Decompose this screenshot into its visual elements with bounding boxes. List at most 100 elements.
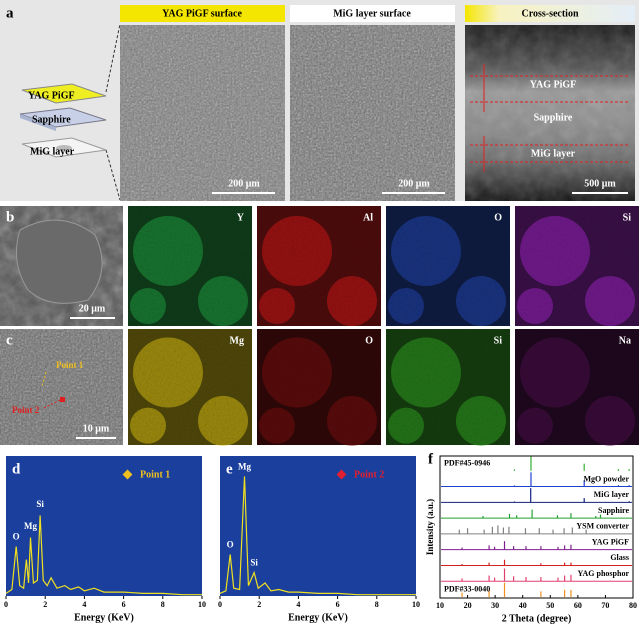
pattern-label: PDF#45-0946 <box>444 459 490 468</box>
map-element: Y <box>237 212 245 223</box>
map-element: Si <box>623 212 632 223</box>
map-element: Mg <box>230 335 244 346</box>
scale-label: 200 μm <box>228 178 260 189</box>
map-element: Si <box>494 335 503 346</box>
peak-label: Mg <box>238 461 251 471</box>
pattern-label: MgO powder <box>583 474 629 483</box>
image-header: Cross-section <box>521 8 578 19</box>
x-tick-label: 6 <box>336 600 340 609</box>
x-tick-label: 80 <box>629 601 637 610</box>
layer-label: Sapphire <box>534 112 573 123</box>
point-arrow <box>41 371 47 387</box>
peak-label: Si <box>36 499 44 509</box>
map-texture <box>128 329 252 445</box>
pattern-label: Glass <box>610 553 629 562</box>
image-header: YAG PiGF surface <box>162 8 242 19</box>
x-tick-label: 10 <box>198 600 206 609</box>
x-tick-label: 4 <box>82 600 86 609</box>
x-tick-label: 6 <box>122 600 126 609</box>
x-axis-label: Energy (KeV) <box>74 612 134 623</box>
x-tick-label: 20 <box>464 601 472 610</box>
zoom-line <box>105 149 121 201</box>
x-tick-label: 2 <box>43 600 47 609</box>
zoom-line <box>105 23 121 93</box>
legend-label: Point 1 <box>140 469 170 480</box>
peak-label: Mg <box>24 521 37 531</box>
map-element: O <box>494 212 502 223</box>
sem-texture <box>465 25 635 201</box>
panel-label: c <box>6 332 13 348</box>
plot-bg <box>6 456 202 596</box>
pattern-label: PDF#33-0040 <box>444 585 490 594</box>
x-tick-label: 2 <box>257 600 261 609</box>
panel-label: b <box>6 209 14 225</box>
thickness-markers <box>470 64 630 172</box>
spectrum-line <box>5 515 202 596</box>
plot-bg <box>220 456 416 596</box>
map-texture <box>257 329 381 445</box>
panel-label: d <box>12 461 21 477</box>
x-tick-label: 10 <box>412 600 420 609</box>
scale-label: 500 μm <box>584 178 616 189</box>
schematic-label: YAG PiGF <box>28 90 75 101</box>
x-tick-label: 40 <box>519 601 527 610</box>
scale-label: 10 μm <box>83 423 110 434</box>
x-tick-label: 0 <box>218 600 222 609</box>
point-label: Point 2 <box>12 405 40 415</box>
pattern-label: MiG layer <box>594 490 630 499</box>
sem-texture <box>120 25 285 201</box>
map-texture <box>515 329 639 445</box>
map-element: Al <box>363 212 373 223</box>
point-label: Point 1 <box>56 360 84 370</box>
particle <box>15 219 103 304</box>
point-arrow <box>43 399 61 409</box>
map-texture <box>515 206 639 326</box>
pattern-label: Sapphire <box>598 506 629 515</box>
point-marker <box>60 397 65 402</box>
pattern-label: YAG PiGF <box>592 537 629 546</box>
image-header: MiG layer surface <box>333 8 411 19</box>
header-bg <box>465 5 635 22</box>
map-texture <box>386 329 510 445</box>
pattern-label: YSM converter <box>576 522 629 531</box>
layer-label: MiG layer <box>531 148 576 159</box>
x-tick-label: 70 <box>601 601 609 610</box>
x-tick-label: 4 <box>296 600 300 609</box>
x-axis-label: Energy (KeV) <box>288 612 348 623</box>
y-axis-label: Intensity (a.u.) <box>425 499 435 555</box>
scale-label: 20 μm <box>79 303 106 314</box>
panel-label: e <box>226 461 233 477</box>
peak-label: O <box>13 531 20 541</box>
spectrum-line <box>219 476 416 596</box>
header-bg <box>120 5 285 22</box>
plot-frame <box>439 455 634 599</box>
x-tick-label: 60 <box>574 601 582 610</box>
map-texture <box>128 206 252 326</box>
peak-label: O <box>227 539 234 549</box>
legend-label: Point 2 <box>354 469 384 480</box>
header-bg <box>290 5 455 22</box>
x-tick-label: 8 <box>161 600 165 609</box>
schematic-label: MiG layer <box>30 146 75 157</box>
pattern-label: YAG phosphor <box>577 569 629 578</box>
peak-label: Si <box>250 557 258 567</box>
x-tick-label: 0 <box>4 600 8 609</box>
map-texture <box>257 206 381 326</box>
schematic-label: Sapphire <box>32 114 71 125</box>
x-tick-label: 8 <box>375 600 379 609</box>
x-tick-label: 10 <box>436 601 444 610</box>
map-element: Na <box>619 335 631 346</box>
scale-label: 200 μm <box>398 178 430 189</box>
x-axis-label: 2 Theta (degree) <box>502 613 572 624</box>
panel-label: f <box>428 451 434 467</box>
legend-marker <box>336 469 347 480</box>
map-element: O <box>365 335 373 346</box>
layer-label: YAG PiGF <box>530 79 577 90</box>
x-tick-label: 30 <box>491 601 499 610</box>
sem-texture <box>290 25 455 201</box>
map-texture <box>386 206 510 326</box>
sem-texture <box>0 329 123 445</box>
panel-label: a <box>6 5 14 21</box>
x-tick-label: 50 <box>546 601 554 610</box>
